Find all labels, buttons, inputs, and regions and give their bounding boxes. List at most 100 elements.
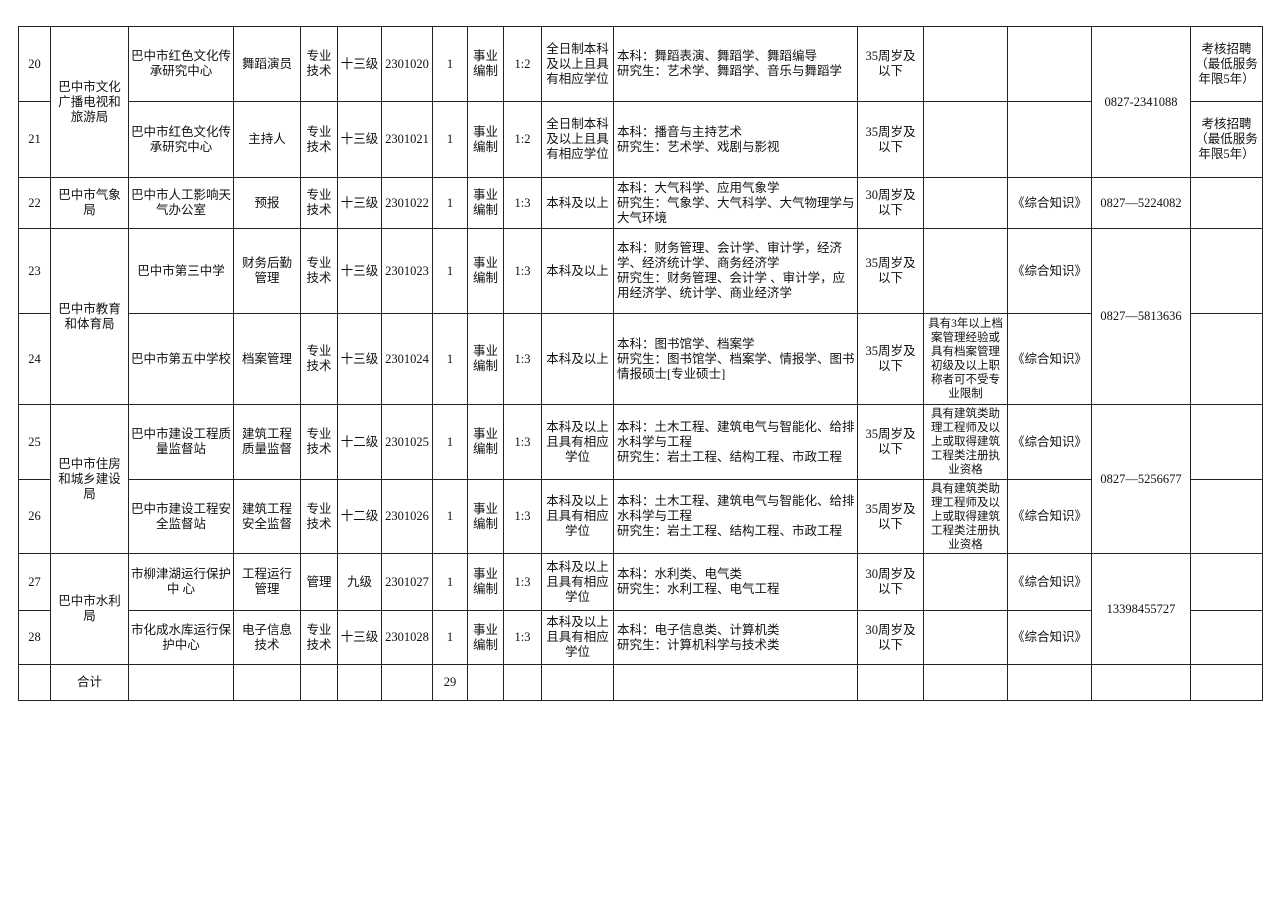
post-name: 建筑工程质量监督 (233, 404, 301, 480)
post-name: 预报 (233, 177, 301, 229)
major-line: 本科：舞蹈表演、舞蹈学、舞蹈编导 (617, 49, 818, 63)
department: 巴中市文化广播电视和旅游局 (50, 26, 129, 178)
post-level: 十三级 (337, 228, 382, 314)
hire-count: 1 (432, 177, 468, 229)
staffing-nature: 事业编制 (467, 26, 504, 102)
row-number: 20 (18, 26, 51, 102)
major-requirement: 本科：播音与主持艺术 研究生：艺术学、戏剧与影视 (613, 101, 858, 178)
hire-count: 1 (432, 610, 468, 665)
row-number: 26 (18, 479, 51, 554)
unit-name: 市化成水库运行保护中心 (128, 610, 234, 665)
post-type: 专业技术 (300, 228, 338, 314)
exam-ratio: 1:3 (503, 553, 542, 611)
post-type: 专业技术 (300, 177, 338, 229)
note: 考核招聘（最低服务年限5年） (1190, 101, 1263, 178)
education-requirement: 本科及以上 (541, 177, 614, 229)
department: 巴中市住房和城乡建设局 (50, 404, 129, 554)
post-type: 专业技术 (300, 26, 338, 102)
contact-phone: 0827-2341088 (1091, 26, 1191, 178)
row-number: 27 (18, 553, 51, 611)
education-requirement: 本科及以上 (541, 313, 614, 405)
education-requirement: 本科及以上 (541, 228, 614, 314)
major-line: 本科：电子信息类、计算机类 (617, 622, 780, 637)
note (1190, 479, 1263, 554)
exam-subject: 《综合知识》 (1007, 610, 1092, 665)
age-requirement: 35周岁及以下 (857, 479, 924, 554)
empty-cell (1007, 664, 1092, 701)
contact-phone: 0827—5813636 (1091, 228, 1191, 405)
post-name: 电子信息技术 (233, 610, 301, 665)
exam-subject: 《综合知识》 (1007, 313, 1092, 405)
age-requirement: 30周岁及以下 (857, 610, 924, 665)
post-code: 2301028 (381, 610, 433, 665)
total-row: 合计 29 (18, 664, 1263, 701)
other-requirement (923, 553, 1008, 611)
staffing-nature: 事业编制 (467, 101, 504, 178)
age-requirement: 30周岁及以下 (857, 553, 924, 611)
post-type: 专业技术 (300, 101, 338, 178)
age-requirement: 35周岁及以下 (857, 404, 924, 480)
staffing-nature: 事业编制 (467, 553, 504, 611)
staffing-nature: 事业编制 (467, 610, 504, 665)
major-line: 本科：图书馆学、档案学 (617, 336, 755, 351)
note: 考核招聘（最低服务年限5年） (1190, 26, 1263, 102)
other-requirement (923, 228, 1008, 314)
major-requirement: 本科：土木工程、建筑电气与智能化、给排水科学与工程 研究生：岩土工程、结构工程、市… (613, 479, 858, 554)
recruitment-table: 20 巴中市文化广播电视和旅游局 巴中市红色文化传承研究中心 舞蹈演员 专业技术 十三级 2… (18, 26, 1263, 701)
department: 巴中市水利局 (50, 553, 129, 665)
major-requirement: 本科：电子信息类、计算机类 研究生：计算机科学与技术类 (613, 610, 858, 665)
total-count: 29 (432, 664, 468, 701)
post-level: 十三级 (337, 177, 382, 229)
unit-name: 市柳津湖运行保护 中 心 (128, 553, 234, 611)
row-number: 28 (18, 610, 51, 665)
post-name: 舞蹈演员 (233, 26, 301, 102)
row-number: 22 (18, 177, 51, 229)
major-requirement: 本科：水利类、电气类 研究生：水利工程、电气工程 (613, 553, 858, 611)
major-line: 本科：财务管理、会计学、审计学，经济学、经济统计学、商务经济学 (617, 241, 843, 270)
empty-cell (503, 664, 542, 701)
post-level: 十三级 (337, 610, 382, 665)
empty-cell (128, 664, 234, 701)
exam-subject: 《综合知识》 (1007, 177, 1092, 229)
major-requirement: 本科：财务管理、会计学、审计学，经济学、经济统计学、商务经济学 研究生：财务管理、… (613, 228, 858, 314)
exam-ratio: 1:3 (503, 610, 542, 665)
table-row: 27 巴中市水利局 市柳津湖运行保护 中 心工程运行管理 管理 九级 2301027 1 事业… (18, 553, 1263, 665)
major-line: 研究生：岩土工程、结构工程、市政工程 (617, 524, 843, 538)
major-line: 研究生：气象学、大气科学、大气物理学与大气环境 (617, 195, 855, 225)
major-line: 研究生：财务管理、会计学 、审计学，应用经济学、统计学、商业经济学 (617, 271, 846, 300)
exam-ratio: 1:3 (503, 313, 542, 405)
post-level: 十二级 (337, 404, 382, 480)
post-code: 2301022 (381, 177, 433, 229)
unit-name: 巴中市人工影响天气办公室 (128, 177, 234, 229)
major-requirement: 本科：舞蹈表演、舞蹈学、舞蹈编导 研究生：艺术学、舞蹈学、音乐与舞蹈学 (613, 26, 858, 102)
post-code: 2301026 (381, 479, 433, 554)
contact-phone: 0827—5256677 (1091, 404, 1191, 554)
post-type: 专业技术 (300, 610, 338, 665)
exam-subject: 《综合知识》 (1007, 553, 1092, 611)
note (1190, 553, 1263, 611)
department: 巴中市气象局 (50, 177, 129, 229)
post-name: 建筑工程安全监督 (233, 479, 301, 554)
unit-name: 巴中市建设工程安全监督站 (128, 479, 234, 554)
education-requirement: 全日制本科及以上且具有相应学位 (541, 26, 614, 102)
note (1190, 177, 1263, 229)
post-code: 2301023 (381, 228, 433, 314)
hire-count: 1 (432, 404, 468, 480)
exam-subject: 《综合知识》 (1007, 404, 1092, 480)
exam-ratio: 1:3 (503, 404, 542, 480)
post-code: 2301021 (381, 101, 433, 178)
post-code: 2301020 (381, 26, 433, 102)
major-line: 本科：播音与主持艺术 (617, 124, 743, 139)
other-requirement: 具有建筑类助理工程师及以上或取得建筑工程类注册执业资格 (923, 479, 1008, 554)
post-type: 专业技术 (300, 479, 338, 554)
education-requirement: 本科及以上且具有相应学位 (541, 404, 614, 480)
other-requirement (923, 177, 1008, 229)
major-line: 研究生：图书馆学、档案学、情报学、图书情报硕士[专业硕士] (617, 351, 855, 381)
exam-subject: 《综合知识》 (1007, 479, 1092, 554)
major-line: 本科：大气科学、应用气象学 (617, 180, 780, 195)
post-type: 管理 (300, 553, 338, 611)
post-name: 档案管理 (233, 313, 301, 405)
post-code: 2301025 (381, 404, 433, 480)
staffing-nature: 事业编制 (467, 228, 504, 314)
other-requirement (923, 26, 1008, 102)
